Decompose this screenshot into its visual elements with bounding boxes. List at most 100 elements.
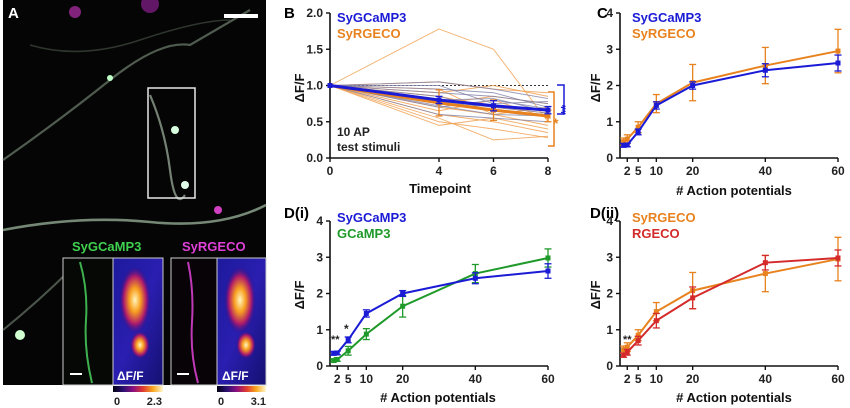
panel-label-d2: D(ii): [590, 205, 619, 222]
y-tick-label: 2: [316, 287, 323, 301]
inset-scale-bar: [70, 373, 82, 375]
x-axis-label-b: Timepoint: [409, 181, 472, 196]
puncta: [214, 206, 222, 214]
y-tick-label: 4: [316, 214, 323, 228]
x-tick-label: 40: [469, 372, 483, 386]
data-point-sygcamp3: [331, 350, 337, 356]
x-tick-label: 20: [686, 164, 700, 178]
individual-trace-syrgeco: [329, 28, 549, 123]
data-point-rgeco: [690, 295, 696, 301]
data-point-syrgeco: [762, 271, 768, 277]
y-tick-label: 3: [606, 250, 613, 264]
colorbar-green-min: 0: [114, 396, 120, 408]
data-point-sygcamp3: [690, 83, 696, 88]
individual-trace-sygcamp3: [329, 85, 549, 123]
colorbar-magenta-min: 0: [218, 396, 224, 408]
y-tick-label: 0: [316, 359, 323, 373]
y-axis-label-d1: ΔF/F: [292, 281, 307, 310]
panel-a-micrograph: A SyGCaMP3 SyRGECO ΔF/F ΔF/F 0 2.3 0 3.1: [2, 0, 267, 408]
x-tick-label: 60: [831, 372, 845, 386]
legend-b-syrgeco: SyRGECO: [337, 26, 401, 41]
data-point-gcamp3: [400, 303, 406, 309]
colorbar-green: [113, 386, 163, 392]
data-point-sygcamp3: [363, 310, 369, 316]
panel-d1-ap-chart: D(i) SyGCaMP3 GCaMP3 # Action potentials…: [284, 205, 555, 405]
y-axis-label-d2: ΔF/F: [588, 281, 603, 310]
y-tick-label: 1: [316, 323, 323, 337]
colorbar-green-max: 2.3: [147, 396, 162, 408]
data-point-syrgeco: [835, 48, 841, 54]
inset-scale-bar: [177, 373, 189, 375]
sig-stars-d2-2ap: **: [623, 334, 632, 346]
sig-star-sygcamp3: **: [558, 104, 573, 115]
heatmap-hotspot: [130, 331, 150, 359]
neurite-boxed: [148, 94, 186, 201]
sig-bracket-sygcamp3: [557, 84, 565, 115]
legend-d2-syrgeco: SyRGECO: [632, 210, 696, 225]
legend-b-sygcamp3: SyGCaMP3: [337, 10, 406, 25]
y-tick-label: 1: [606, 323, 613, 337]
y-tick-label: 2.0: [306, 6, 323, 20]
y-tick-label: 0: [606, 359, 613, 373]
data-point-sygcamp3: [762, 67, 768, 73]
x-axis-label-d1: # Action potentials: [380, 390, 496, 405]
data-point-sygcamp3: [545, 107, 551, 113]
y-tick-label: 3: [606, 42, 613, 56]
data-point-sygcamp3: [491, 103, 496, 109]
data-point-syrgeco: [621, 347, 627, 353]
x-tick-label: 10: [360, 372, 374, 386]
note-test-stimuli: test stimuli: [337, 140, 400, 154]
legend-d1-sygcamp3: SyGCaMP3: [337, 210, 406, 225]
y-tick-label: 4: [606, 214, 613, 228]
individual-trace-sygcamp3: [329, 81, 549, 99]
data-point-sygcamp3: [621, 142, 627, 148]
sig-bracket-syrgeco: [548, 91, 555, 147]
inset-label-magenta: ΔF/F: [222, 369, 249, 383]
y-tick-label: 2: [606, 287, 613, 301]
y-tick-label: 1: [606, 115, 613, 129]
data-point-sygcamp3: [472, 275, 478, 281]
data-point-sygcamp3: [327, 83, 333, 88]
data-point-rgeco: [624, 349, 630, 355]
series-line-sygcamp3: [329, 84, 549, 112]
x-tick-label: 8: [545, 164, 552, 178]
panel-c-ap-chart: C SyGCaMP3 SyRGECO # Action potentials Δ…: [588, 5, 845, 198]
data-point-gcamp3: [545, 255, 551, 261]
puncta: [171, 126, 179, 134]
data-point-rgeco: [835, 255, 841, 261]
colorbar-magenta: [217, 386, 266, 392]
channel-label-green: SyGCaMP3: [72, 239, 141, 254]
x-tick-label: 4: [436, 164, 443, 178]
data-point-rgeco: [621, 352, 627, 358]
heatmap-hotspot: [236, 331, 256, 359]
region-of-interest-box: [147, 87, 196, 199]
y-tick-label: 2: [606, 79, 613, 93]
inset-label-green: ΔF/F: [117, 369, 144, 383]
data-point-sygcamp3: [400, 291, 406, 296]
x-tick-label: 10: [650, 164, 664, 178]
y-tick-label: 1.5: [306, 42, 323, 56]
y-tick-label: 4: [606, 6, 613, 20]
scale-bar: [224, 14, 258, 18]
x-axis-label-c: # Action potentials: [676, 183, 792, 198]
data-point-syrgeco: [635, 332, 641, 338]
data-point-sygcamp3: [624, 142, 630, 148]
x-tick-label: 0: [327, 164, 334, 178]
data-point-syrgeco: [624, 344, 630, 350]
data-point-sygcamp3: [436, 97, 442, 103]
heatmap-hotspot: [224, 266, 256, 334]
data-point-gcamp3: [345, 348, 351, 354]
y-tick-label: 3: [316, 250, 323, 264]
puncta: [69, 6, 81, 18]
neurite-horizontal: [2, 203, 267, 232]
neurite-top: [29, 19, 231, 53]
panel-label-c: C: [597, 5, 608, 22]
x-tick-label: 6: [490, 164, 497, 178]
panel-label-a: A: [8, 5, 19, 22]
y-axis-label-c: ΔF/F: [588, 74, 603, 103]
data-point-syrgeco: [624, 136, 630, 142]
sig-star-d1-5ap: *: [344, 322, 349, 336]
panel-d2-ap-chart: D(ii) SyRGECO RGECO # Action potentials …: [588, 205, 845, 405]
data-point-sygcamp3: [635, 129, 641, 135]
